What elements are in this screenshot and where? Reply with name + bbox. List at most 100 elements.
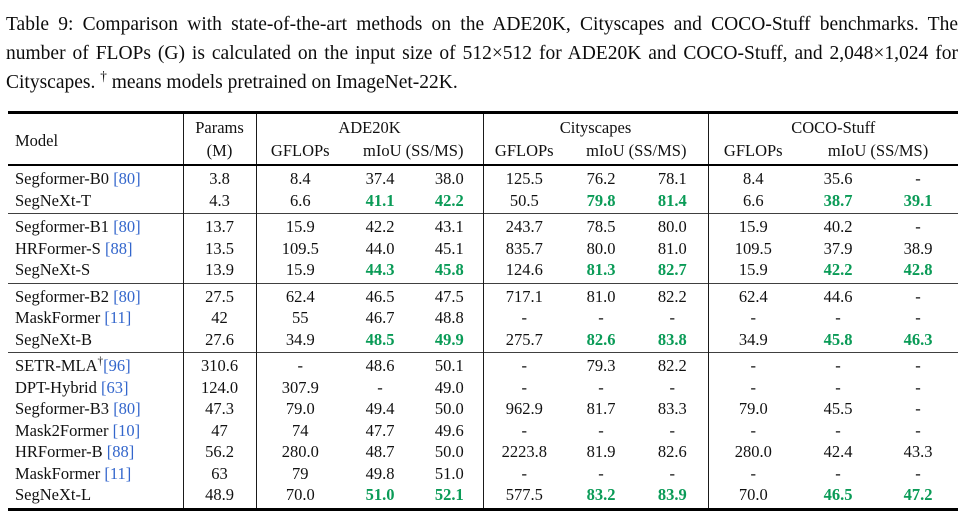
- header-group-cocostuff: COCO-Stuff: [707, 112, 959, 139]
- caption-text-before-dagger: Table 9: Comparison with state-of-the-ar…: [6, 14, 958, 93]
- citation-link[interactable]: [80]: [113, 169, 141, 188]
- table-group-4: SETR-MLA†[96] 310.6-48.6 50.1-79.3 82.2- - - D…: [8, 352, 959, 509]
- cityscapes-miou-ss-cell: 79.8: [586, 190, 616, 210]
- dagger-symbol: †: [100, 68, 107, 84]
- cocostuff-miou-ms-cell: -: [915, 399, 921, 418]
- cityscapes-miou-ss-cell: -: [598, 377, 604, 397]
- table-row: Segformer-B1 [80] 13.7 15.9 42.2 43.1 243.7 78…: [8, 213, 958, 238]
- ade20k-miou-ss-cell: 44.0: [365, 238, 395, 258]
- ade20k-miou-ms-cell: 45.8: [434, 260, 464, 279]
- cityscapes-gflops-cell: 717.1: [482, 283, 566, 307]
- cocostuff-miou-ms-cell: -: [915, 308, 921, 327]
- params-m-cell: 13.5: [182, 237, 256, 259]
- ade20k-miou-ms-cell: 43.1: [434, 217, 464, 236]
- ade20k-miou-ms-cell: 50.1: [434, 356, 464, 375]
- cityscapes-gflops-cell: 962.9: [482, 398, 566, 420]
- model-name: HRFormer-B [88]: [15, 442, 135, 461]
- ade20k-miou-ms-cell: 45.1: [434, 238, 464, 258]
- params-m-cell: 47.3: [182, 398, 256, 420]
- cityscapes-gflops-cell: 577.5: [482, 484, 566, 509]
- ade20k-miou-ms-cell: 49.9: [434, 329, 464, 349]
- cityscapes-miou-ms-cell: -: [669, 463, 676, 483]
- cityscapes-miou-ms-cell: 83.8: [657, 329, 687, 349]
- table-row: MaskFormer [11] 42 55 46.7 48.8- - - - - -: [8, 307, 958, 329]
- ade20k-miou-ms-cell: 42.2: [434, 190, 464, 210]
- cocostuff-miou-ms-cell: 43.3: [903, 442, 933, 461]
- ade20k-miou-ms-cell: 38.0: [434, 169, 464, 188]
- cocostuff-gflops-cell: 79.0: [707, 398, 799, 420]
- model-name: SegNeXt-B: [15, 329, 92, 349]
- params-m-cell: 42: [182, 307, 256, 329]
- citation-link[interactable]: [80]: [113, 399, 141, 418]
- cocostuff-miou-ms-cell: 42.8: [903, 260, 933, 279]
- cityscapes-miou-ss-cell: 82.6: [586, 329, 616, 349]
- citation-link[interactable]: [11]: [104, 308, 132, 327]
- model-name: MaskFormer [11]: [15, 308, 132, 327]
- params-m-cell: 13.7: [182, 213, 256, 238]
- model-name: DPT-Hybrid [63]: [15, 377, 129, 397]
- header-cocostuff-gflops: GFLOPs: [707, 139, 799, 165]
- ade20k-miou-ss-cell: 46.5: [365, 286, 395, 306]
- table-row: SETR-MLA†[96] 310.6-48.6 50.1-79.3 82.2- - -: [8, 352, 958, 377]
- header-group-cityscapes: Cityscapes: [482, 112, 709, 139]
- model-name: SETR-MLA†[96]: [15, 355, 131, 375]
- cocostuff-miou-ss-cell: -: [835, 420, 841, 440]
- cocostuff-miou-ss-cell: 40.2: [823, 217, 853, 236]
- params-m-cell: 27.5: [182, 283, 256, 307]
- caption-text-after-dagger: means models pretrained on ImageNet-22K.: [106, 72, 458, 93]
- citation-link[interactable]: [63]: [101, 377, 129, 397]
- cocostuff-miou-ms-cell: 38.9: [903, 238, 933, 258]
- ade20k-miou-ss-cell: 47.7: [365, 420, 395, 440]
- ade20k-miou-ms-cell: 49.0: [434, 377, 464, 397]
- cityscapes-miou-ss-cell: 81.9: [586, 442, 616, 461]
- model-name: Segformer-B2 [80]: [15, 286, 141, 306]
- cocostuff-miou-ss-cell: 42.2: [823, 260, 853, 279]
- ade20k-miou-ss-cell: 48.5: [365, 329, 395, 349]
- table-row: DPT-Hybrid [63] 124.0 307.9-49.0- - - - - -: [8, 376, 958, 398]
- cocostuff-miou-ss-cell: 44.6: [823, 286, 853, 306]
- citation-link[interactable]: [80]: [113, 217, 141, 236]
- ade20k-gflops-cell: 6.6: [255, 189, 344, 214]
- cocostuff-miou-ms-cell: -: [915, 169, 921, 188]
- table-row: SegNeXt-L 48.9 70.0 51.0 52.1 577.5 83.2 83.9 70…: [8, 484, 958, 509]
- header-cocostuff-miou: mIoU (SS/MS): [827, 141, 929, 160]
- ade20k-miou-ss-cell: 51.0: [365, 485, 395, 504]
- cityscapes-miou-ms-cell: 82.2: [657, 356, 687, 375]
- model-name: SegNeXt-T: [15, 190, 92, 210]
- results-table: Model Params ADE20K Cityscapes COCO-Stuf…: [8, 111, 959, 511]
- citation-link[interactable]: [88]: [104, 238, 133, 258]
- ade20k-gflops-cell: 79.0: [255, 398, 344, 420]
- ade20k-gflops-cell: 74: [255, 419, 344, 441]
- ade20k-miou-ss-cell: 46.7: [365, 308, 395, 327]
- cocostuff-gflops-cell: 34.9: [707, 328, 799, 353]
- cityscapes-gflops-cell: 275.7: [482, 328, 566, 353]
- table-caption: Table 9: Comparison with state-of-the-ar…: [6, 10, 958, 97]
- citation-link[interactable]: [10]: [112, 420, 141, 440]
- cocostuff-miou-ms-cell: -: [915, 286, 921, 306]
- table-row: SegNeXt-B 27.6 34.9 48.5 49.9 275.7 82.6 83.8 34…: [8, 328, 958, 353]
- params-m-cell: 56.2: [182, 441, 256, 463]
- ade20k-miou-ms-cell: 52.1: [434, 485, 464, 504]
- cityscapes-miou-ms-cell: 78.1: [657, 169, 687, 188]
- cocostuff-miou-ms-cell: 46.3: [903, 329, 933, 349]
- model-name: HRFormer-S [88]: [15, 238, 133, 258]
- cocostuff-gflops-cell: 15.9: [707, 259, 799, 283]
- citation-link[interactable]: [88]: [106, 442, 135, 461]
- ade20k-miou-ms-cell: 48.8: [434, 308, 464, 327]
- cityscapes-miou-ms-cell: 82.2: [657, 286, 687, 306]
- params-m-cell: 124.0: [182, 376, 256, 398]
- model-name: MaskFormer [11]: [15, 463, 132, 483]
- citation-link[interactable]: [11]: [104, 463, 132, 483]
- table-row: Segformer-B2 [80] 27.5 62.4 46.5 47.5 717.1 81…: [8, 283, 958, 307]
- ade20k-miou-ms-cell: 47.5: [434, 286, 464, 306]
- ade20k-gflops-cell: 70.0: [255, 484, 344, 509]
- citation-link[interactable]: [80]: [113, 286, 141, 306]
- cocostuff-gflops-cell: 6.6: [707, 189, 799, 214]
- citation-link[interactable]: [96]: [103, 356, 131, 375]
- cityscapes-miou-ms-cell: 82.6: [657, 442, 687, 461]
- cocostuff-gflops-cell: 8.4: [707, 165, 799, 190]
- cityscapes-miou-ss-cell: 81.3: [586, 260, 616, 279]
- ade20k-miou-ss-cell: 48.6: [365, 356, 395, 375]
- cocostuff-gflops-cell: -: [707, 376, 799, 398]
- params-m-cell: 310.6: [182, 352, 256, 377]
